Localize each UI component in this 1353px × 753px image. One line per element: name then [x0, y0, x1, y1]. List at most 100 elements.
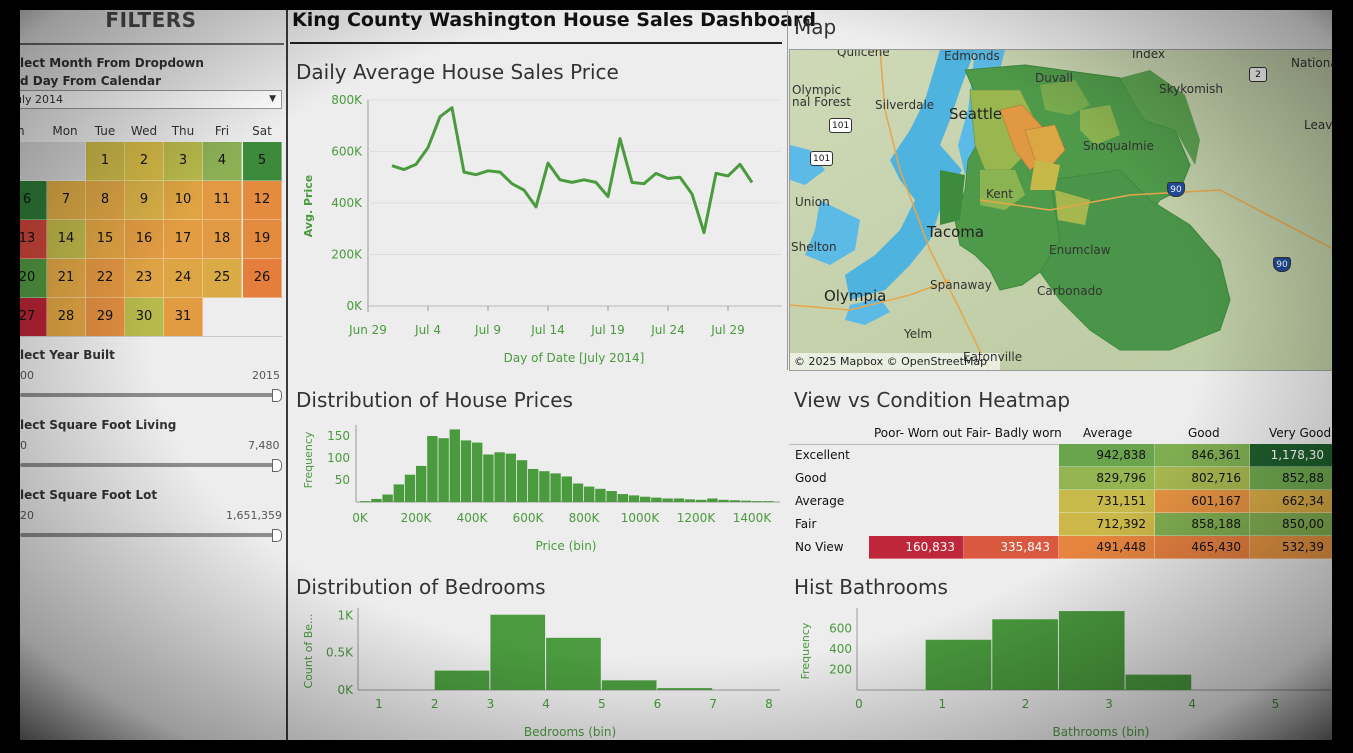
calendar-day[interactable]: 8	[86, 181, 125, 220]
calendar-day[interactable]: 19	[243, 220, 282, 259]
filters-divider	[20, 43, 284, 45]
calendar-day[interactable]: 16	[125, 220, 164, 259]
daily-price-chart: 0K 200K 400K 600K 800K Jun 29 Jul 4 Jul 9 Jul 1…	[302, 93, 782, 365]
sqft-lot-label: lect Square Foot Lot	[20, 488, 158, 502]
sqft-living-slider[interactable]	[20, 463, 276, 467]
calendar-day[interactable]: 24	[164, 259, 203, 298]
calendar-day[interactable]: 31	[164, 298, 203, 337]
daily-price-y-tick: 800K	[331, 93, 363, 107]
daily-price-x-tick: Jun 29	[348, 323, 387, 337]
year-built-max: 2015	[252, 369, 280, 382]
calendar-day[interactable]: 12	[243, 181, 282, 220]
sqft-lot-slider[interactable]	[20, 533, 276, 537]
heatmap-row-label: Average	[795, 494, 845, 508]
map-place-label: Tacoma	[927, 223, 985, 241]
heatmap-column-header: Poor- Worn out	[874, 426, 963, 440]
filters-panel-border	[286, 10, 288, 745]
title-divider	[290, 42, 782, 44]
calendar-day[interactable]: 9	[125, 181, 164, 220]
heatmap-cell[interactable]: 465,430	[1155, 536, 1250, 559]
year-built-slider[interactable]	[20, 393, 276, 397]
calendar-day[interactable]: 2	[125, 142, 164, 181]
calendar-day[interactable]: 3	[164, 142, 203, 181]
calendar-day[interactable]: 15	[86, 220, 125, 259]
heatmap-row-label: Good	[795, 471, 827, 485]
price-dist-x-tick: 1400K	[733, 511, 773, 525]
heatmap-cell[interactable]: 712,392	[1059, 513, 1155, 536]
calendar-day[interactable]: 22	[86, 259, 125, 298]
calendar-day[interactable]: 26	[243, 259, 282, 298]
bedrooms-x-tick: 5	[598, 697, 606, 711]
heatmap-cell[interactable]: 532,39	[1250, 536, 1333, 559]
calendar-day[interactable]: 1	[86, 142, 125, 181]
heatmap-cell[interactable]: 662,34	[1250, 490, 1333, 513]
calendar-day[interactable]: 17	[164, 220, 203, 259]
price-dist-bar	[640, 496, 651, 502]
heatmap-cell[interactable]: 942,838	[1059, 444, 1155, 467]
bathrooms-x-tick: 1	[938, 697, 946, 711]
daily-price-x-label: Day of Date [July 2014]	[504, 351, 645, 365]
month-dropdown[interactable]: uly 2014 ▼	[8, 90, 282, 109]
price-dist-bar	[729, 500, 740, 502]
sqft-living-slider-handle[interactable]	[272, 459, 282, 472]
heatmap-cell[interactable]: 601,167	[1155, 490, 1250, 513]
calendar-day[interactable]: 29	[86, 298, 125, 337]
calendar-day[interactable]: 18	[203, 220, 242, 259]
calendar-day[interactable]: 28	[47, 298, 86, 337]
heatmap-cell[interactable]: 802,716	[1155, 467, 1250, 490]
price-dist-bar	[718, 499, 729, 502]
map-place-label: Silverdale	[875, 98, 935, 112]
daily-price-y-tick: 0K	[346, 299, 363, 313]
sqft-lot-min: 20	[20, 509, 34, 522]
price-dist-bar	[561, 476, 572, 502]
price-dist-bar	[606, 491, 617, 502]
calendar-day[interactable]: 23	[125, 259, 164, 298]
calendar-day[interactable]: 30	[125, 298, 164, 337]
heatmap-cell[interactable]: 335,843	[964, 536, 1059, 559]
heatmap-cell[interactable]: 160,833	[869, 536, 964, 559]
map-canvas[interactable]	[790, 50, 1334, 371]
price-dist-y-tick: 150	[327, 429, 350, 443]
sqft-lot-slider-handle[interactable]	[272, 529, 282, 542]
calendar-day[interactable]: 11	[203, 181, 242, 220]
heatmap-cell[interactable]: 491,448	[1059, 536, 1155, 559]
year-built-slider-handle[interactable]	[272, 389, 282, 402]
heatmap-cell[interactable]: 829,796	[1059, 467, 1155, 490]
chevron-down-icon[interactable]: ▼	[269, 94, 276, 104]
map-view[interactable]: Quilcene Edmonds Index Duvall Skykomish Olymp…	[789, 49, 1334, 371]
daily-price-line	[391, 106, 754, 235]
heatmap-cell[interactable]: 1,178,30	[1250, 444, 1333, 467]
highway-shield-icon: 2	[1249, 67, 1267, 82]
price-dist-bar	[673, 498, 684, 502]
map-place-label: Index	[1132, 49, 1166, 61]
heatmap-cell[interactable]: 846,361	[1155, 444, 1250, 467]
map-place-label: Yelm	[904, 327, 933, 341]
bathrooms-y-tick: 600	[829, 622, 852, 636]
heatmap-cell[interactable]: 852,88	[1250, 467, 1333, 490]
calendar-day[interactable]: 5	[243, 142, 282, 181]
bedrooms-bar	[546, 637, 601, 690]
calendar-day[interactable]: 21	[47, 259, 86, 298]
calendar-day[interactable]: 7	[47, 181, 86, 220]
calendar-day[interactable]: 25	[203, 259, 242, 298]
price-dist-bar	[382, 494, 393, 502]
map-attribution[interactable]: © 2025 Mapbox © OpenStreetMap	[794, 355, 988, 368]
heatmap-cell[interactable]: 858,188	[1155, 513, 1250, 536]
map-place-label: Spanaway	[930, 278, 992, 292]
heatmap-column-header: Average	[1083, 426, 1133, 440]
frame-bottom	[0, 740, 1353, 753]
price-dist-chart: 50 100 150 0K 200K 400K 600K 800K 1000K 1200K 140…	[302, 425, 780, 553]
price-dist-bar	[371, 498, 382, 502]
frame-left	[0, 0, 20, 753]
heatmap-row-label: No View	[795, 540, 844, 554]
price-dist-bar	[472, 442, 483, 502]
calendar-day[interactable]: 10	[164, 181, 203, 220]
bathrooms-y-label: Frequency	[799, 622, 812, 679]
map-place-label: Nationa	[1291, 56, 1334, 70]
bathrooms-y-tick: 200	[829, 663, 852, 677]
calendar-day[interactable]: 4	[203, 142, 242, 181]
frame-right	[1332, 0, 1353, 753]
heatmap-cell[interactable]: 731,151	[1059, 490, 1155, 513]
calendar-day[interactable]: 14	[47, 220, 86, 259]
heatmap-cell[interactable]: 850,00	[1250, 513, 1333, 536]
